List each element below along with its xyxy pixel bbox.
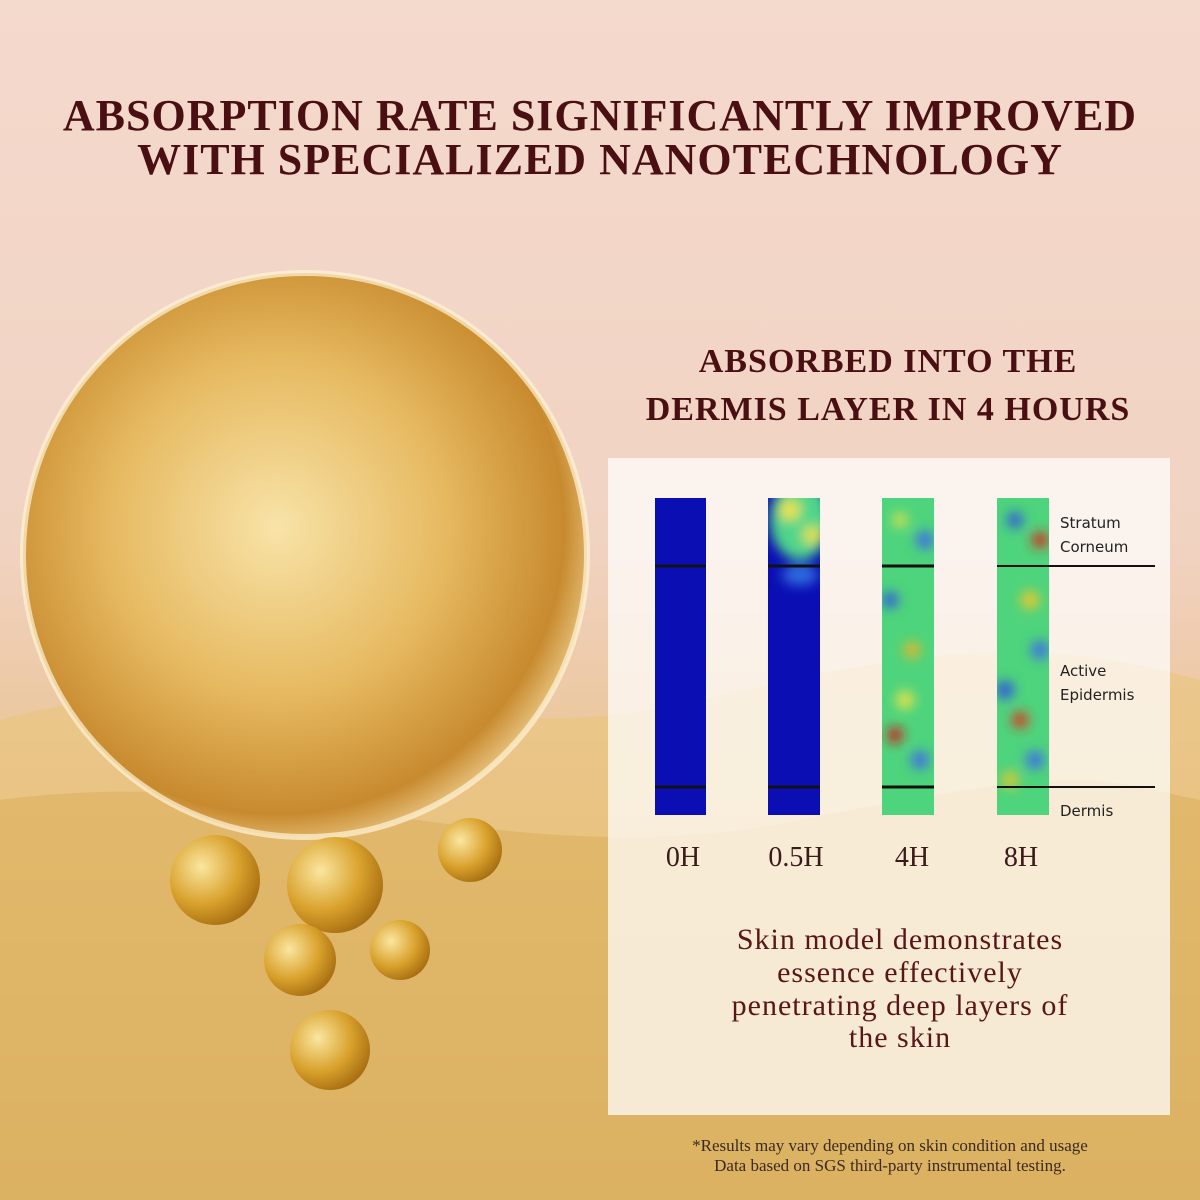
- title: WITH SPECIALIZED NANOTECHNOLOGY: [137, 135, 1063, 184]
- layer-label: Epidermis: [1060, 686, 1135, 704]
- footnote: *Results may vary depending on skin cond…: [692, 1136, 1088, 1155]
- layer-lines: [655, 564, 1155, 789]
- time-label: 0H: [666, 842, 700, 873]
- droplets: [170, 818, 502, 1090]
- description: essence effectively: [777, 956, 1023, 989]
- layer-label: Active: [1060, 662, 1106, 680]
- subtitle: ABSORBED INTO THE: [699, 343, 1078, 380]
- heatmaps: [655, 498, 1049, 815]
- description: Skin model demonstrates: [737, 923, 1063, 956]
- time-label: 0.5H: [768, 842, 823, 873]
- layer-label: Stratum: [1060, 514, 1121, 532]
- time-label: 4H: [895, 842, 929, 873]
- description: penetrating deep layers of: [732, 989, 1069, 1022]
- description: the skin: [849, 1021, 951, 1054]
- title: ABSORPTION RATE SIGNIFICANTLY IMPROVED: [63, 91, 1137, 140]
- layer-label: Dermis: [1060, 802, 1113, 820]
- sphere-rim: [20, 270, 590, 840]
- essence-sphere: [23, 273, 587, 837]
- layer-label: Corneum: [1060, 538, 1128, 556]
- time-label: 8H: [1004, 842, 1038, 873]
- subtitle: DERMIS LAYER IN 4 HOURS: [646, 391, 1131, 428]
- footnote: Data based on SGS third-party instrument…: [714, 1156, 1066, 1175]
